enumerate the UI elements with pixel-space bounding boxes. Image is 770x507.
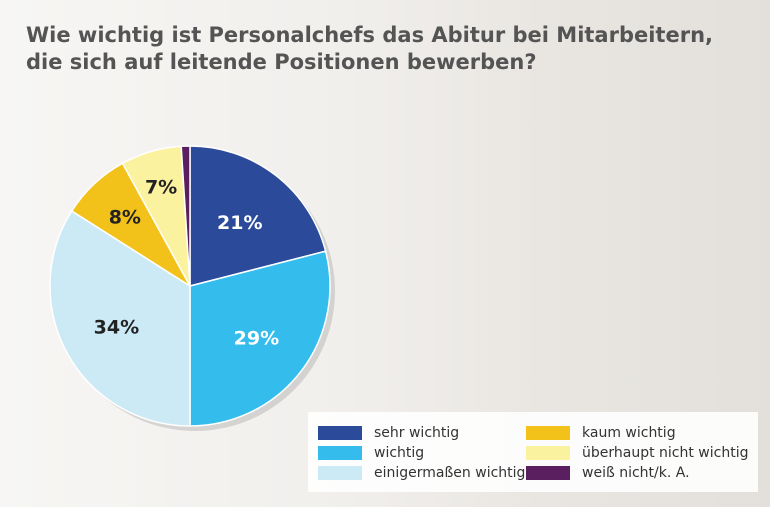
pie-slice-6 — [180, 145, 191, 287]
legend-swatch — [318, 466, 362, 480]
pie-slice-2 — [189, 250, 331, 427]
pie-slice-label-4: 8% — [109, 207, 141, 229]
chart-legend: sehr wichtig wichtig einigermaßen wichti… — [308, 412, 758, 492]
pie-slice-label-1: 21% — [217, 212, 262, 234]
legend-label: überhaupt nicht wichtig — [582, 445, 749, 461]
pie-slices — [49, 145, 331, 427]
pie-slice-3 — [49, 209, 191, 427]
legend-label: weiß nicht/k. A. — [582, 465, 690, 481]
legend-label: einigermaßen wichtig — [374, 465, 526, 481]
pie-slice-labels: 21% 29% 34% 8%7% — [94, 177, 279, 350]
legend-swatch — [526, 466, 570, 480]
legend-label: kaum wichtig — [582, 425, 676, 441]
pie-slice-label-5: 7% — [145, 177, 177, 199]
legend-swatch — [526, 426, 570, 440]
pie-slice-label-2: 29% — [234, 327, 279, 349]
legend-swatch — [526, 446, 570, 460]
legend-swatch — [318, 446, 362, 460]
pie-slice-label-3: 34% — [94, 316, 139, 338]
legend-label: sehr wichtig — [374, 425, 460, 441]
chart-title: Wie wichtig ist Personalchefs das Abitur… — [26, 23, 714, 74]
legend-label: wichtig — [374, 445, 425, 461]
legend-swatch — [318, 426, 362, 440]
pie-slice-1 — [189, 145, 327, 287]
